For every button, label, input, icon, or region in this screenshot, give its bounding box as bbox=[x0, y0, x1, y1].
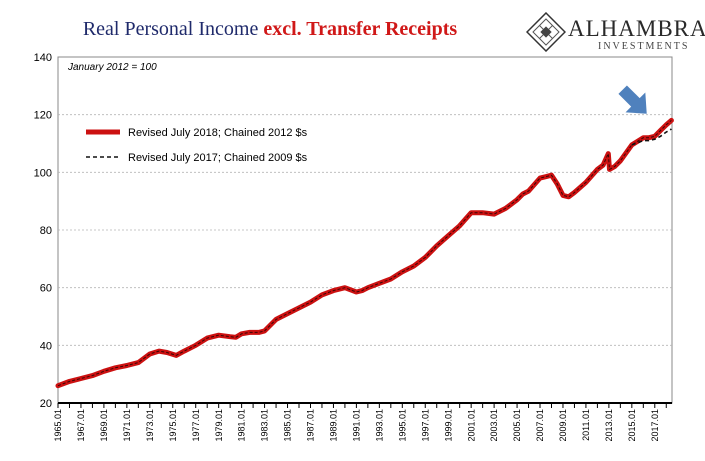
x-tick-label: 1985.01 bbox=[283, 409, 293, 442]
logo-brand-name: ALHAMBRA bbox=[568, 16, 705, 41]
alhambra-logo: ALHAMBRA INVESTMENTS bbox=[526, 10, 705, 54]
x-tick-label: 1977.01 bbox=[191, 409, 201, 442]
x-tick-label: 2003.01 bbox=[489, 409, 499, 442]
x-tick-label: 1975.01 bbox=[168, 409, 178, 442]
y-tick-label: 120 bbox=[34, 110, 52, 122]
x-tick-label: 2001.01 bbox=[466, 409, 476, 442]
x-tick-label: 1989.01 bbox=[329, 409, 339, 442]
chart-title: Real Personal Income excl. Transfer Rece… bbox=[0, 18, 540, 41]
y-axis: 20 40 60 80 100 120 140 bbox=[34, 52, 52, 410]
x-tick-label: 1967.01 bbox=[76, 409, 86, 442]
x-tick-label: 1993.01 bbox=[374, 409, 384, 442]
x-axis: 1965.01 1967.01 1969.01 1971.01 1973.01 1975.… bbox=[53, 402, 672, 442]
x-tick-label: 1965.01 bbox=[53, 409, 63, 442]
index-annotation: January 2012 = 100 bbox=[67, 62, 157, 73]
legend-label-2018: Revised July 2018; Chained 2012 $s bbox=[128, 127, 308, 139]
x-tick-label: 1969.01 bbox=[99, 409, 109, 442]
down-right-arrow-icon bbox=[618, 85, 647, 114]
x-tick-label: 2005.01 bbox=[512, 409, 522, 442]
x-tick-label: 2011.01 bbox=[581, 409, 591, 441]
legend: Revised July 2018; Chained 2012 $s Revis… bbox=[86, 127, 308, 164]
y-tick-label: 20 bbox=[40, 398, 52, 410]
x-tick-label: 2017.01 bbox=[650, 409, 660, 442]
y-tick-label: 40 bbox=[40, 340, 52, 352]
y-tick-label: 140 bbox=[34, 52, 52, 64]
y-tick-label: 80 bbox=[40, 225, 52, 237]
x-tick-label: 1999.01 bbox=[443, 409, 453, 442]
diamond-logo-icon bbox=[526, 12, 566, 52]
x-tick-label: 1991.01 bbox=[352, 409, 362, 442]
y-tick-label: 100 bbox=[34, 167, 52, 179]
x-tick-label: 2009.01 bbox=[558, 409, 568, 442]
series-line-2017-overlap bbox=[57, 120, 672, 387]
series-line-2017 bbox=[631, 128, 672, 146]
chart-grid bbox=[57, 56, 673, 404]
x-tick-label: 1995.01 bbox=[397, 409, 407, 442]
x-tick-label: 1981.01 bbox=[237, 409, 247, 442]
x-tick-label: 1997.01 bbox=[420, 409, 430, 442]
x-tick-label: 1973.01 bbox=[145, 409, 155, 442]
x-tick-label: 1971.01 bbox=[122, 409, 132, 442]
x-tick-label: 1979.01 bbox=[214, 409, 224, 442]
x-tick-label: 1983.01 bbox=[260, 409, 270, 442]
chart-title-part1: Real Personal Income bbox=[82, 18, 264, 40]
legend-label-2017: Revised July 2017; Chained 2009 $s bbox=[128, 152, 308, 164]
series-layer bbox=[55, 117, 674, 389]
x-tick-label: 2015.01 bbox=[627, 409, 637, 442]
y-tick-label: 60 bbox=[40, 283, 52, 295]
x-tick-label: 1987.01 bbox=[306, 409, 316, 442]
logo-subtitle: INVESTMENTS bbox=[598, 41, 690, 52]
chart-title-part2: excl. Transfer Receipts bbox=[263, 18, 458, 40]
x-tick-label: 2007.01 bbox=[535, 409, 545, 442]
x-tick-label: 2013.01 bbox=[604, 409, 614, 442]
